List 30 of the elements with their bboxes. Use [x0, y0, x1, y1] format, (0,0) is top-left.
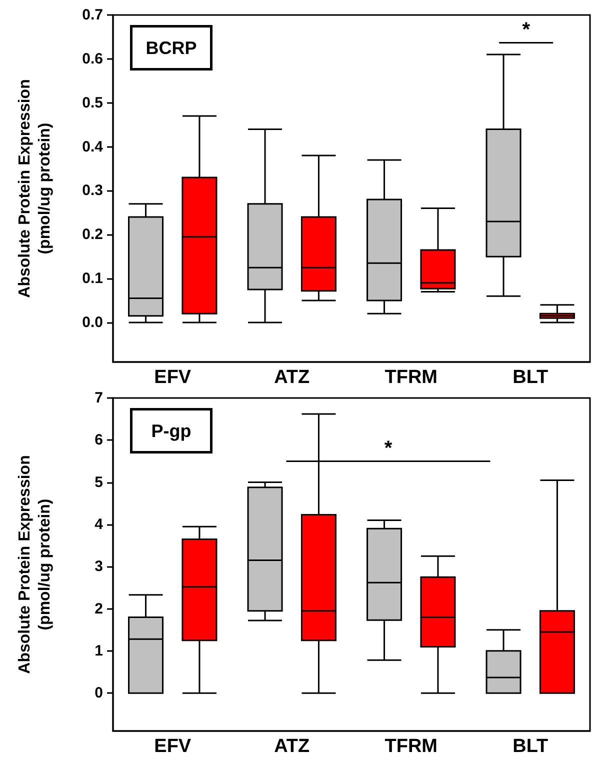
x-tick-label: ATZ: [274, 736, 310, 757]
y-tick-label: 0.1: [82, 270, 103, 288]
y-axis-title: Absolute Protein Expression (pmol/ug protein): [16, 79, 54, 298]
x-tick-label: TFRM: [384, 367, 438, 388]
y-tick-label: 1: [94, 642, 103, 660]
y-tick-label: 6: [94, 432, 103, 449]
y-tick-label: 0.4: [82, 138, 104, 156]
y-tick-label: 3: [94, 558, 103, 576]
x-tick-label: TFRM: [384, 736, 438, 757]
y-tick-label: 5: [94, 474, 103, 491]
y-tick-label: 0.0: [82, 314, 103, 331]
x-tick-label: EFV: [154, 367, 192, 388]
y-tick-label: 7: [94, 390, 103, 406]
y-tick-label: 4: [94, 516, 104, 533]
x-tick-label: BLT: [512, 367, 549, 388]
y-tick-label: 0.2: [82, 226, 103, 244]
y-tick-label: 0.3: [82, 182, 103, 200]
y-tick-label: 2: [94, 600, 103, 618]
x-tick-label: ATZ: [274, 367, 310, 388]
x-tick-label: EFV: [154, 736, 192, 757]
y-tick-label: 0.5: [82, 94, 103, 112]
x-tick-label: BLT: [512, 736, 549, 757]
y-tick-label: 0.6: [82, 50, 103, 68]
annotation: *: [384, 437, 392, 460]
text: BCRP: [146, 38, 197, 58]
y-tick-label: 0.7: [82, 6, 103, 24]
y-tick-label: 0: [94, 684, 103, 702]
text: P-gp: [151, 420, 192, 441]
y-axis-title: Absolute Protein Expression (pmol/ug protein): [16, 455, 54, 674]
annotation: *: [522, 18, 530, 41]
